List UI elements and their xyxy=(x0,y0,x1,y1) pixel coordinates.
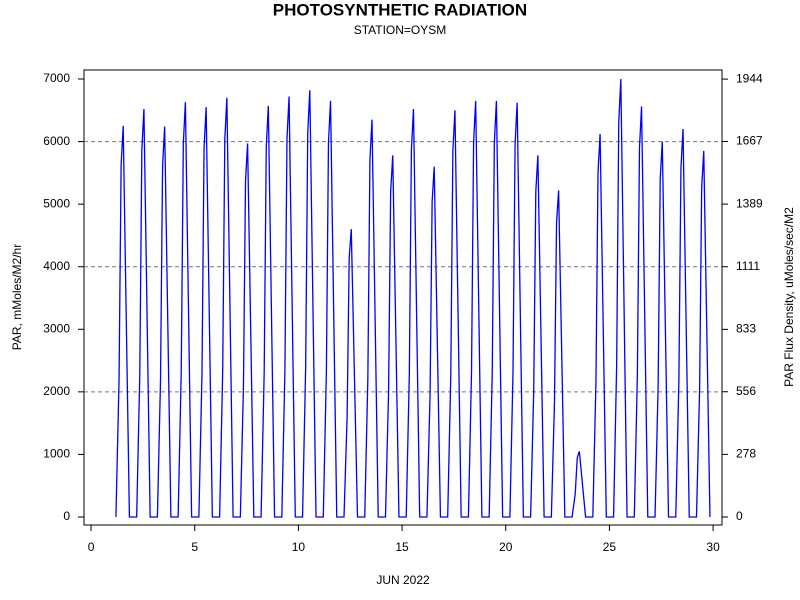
y2-tick-label: 1944 xyxy=(736,71,763,85)
x-tick-label: 0 xyxy=(88,540,95,554)
x-tick-label: 10 xyxy=(292,540,306,554)
y-tick-label: 6000 xyxy=(43,134,70,148)
y-tick-label: 0 xyxy=(63,509,70,523)
x-tick-label: 25 xyxy=(603,540,617,554)
y2-tick-label: 1667 xyxy=(736,134,763,148)
data-line xyxy=(115,78,711,518)
y-axis-label: PAR, mMoles/M2/hr xyxy=(10,244,24,350)
y2-tick-label: 0 xyxy=(736,509,743,523)
chart-subtitle: STATION=OYSM xyxy=(354,23,447,37)
chart-title: PHOTOSYNTHETIC RADIATION xyxy=(273,0,527,19)
x-tick-label: 5 xyxy=(191,540,198,554)
y2-tick-label: 556 xyxy=(736,384,756,398)
x-tick-label: 15 xyxy=(395,540,409,554)
y2-tick-label: 833 xyxy=(736,322,756,336)
y2-tick-label: 1111 xyxy=(736,259,760,273)
plot-frame xyxy=(83,69,723,526)
y-tick-label: 4000 xyxy=(43,259,70,273)
y2-tick-label: 1389 xyxy=(736,196,763,210)
y2-tick-label: 278 xyxy=(736,447,756,461)
y-tick-label: 5000 xyxy=(43,196,70,210)
x-tick-label: 20 xyxy=(499,540,513,554)
y-tick-label: 7000 xyxy=(43,71,70,85)
x-tick-label: 30 xyxy=(706,540,720,554)
y-tick-label: 3000 xyxy=(43,321,70,335)
x-axis-label: JUN 2022 xyxy=(376,573,430,587)
y-tick-label: 2000 xyxy=(43,384,70,398)
y2-axis-label: PAR Flux Density, uMoles/sec/M2 xyxy=(782,207,796,387)
y-tick-label: 1000 xyxy=(43,447,70,461)
